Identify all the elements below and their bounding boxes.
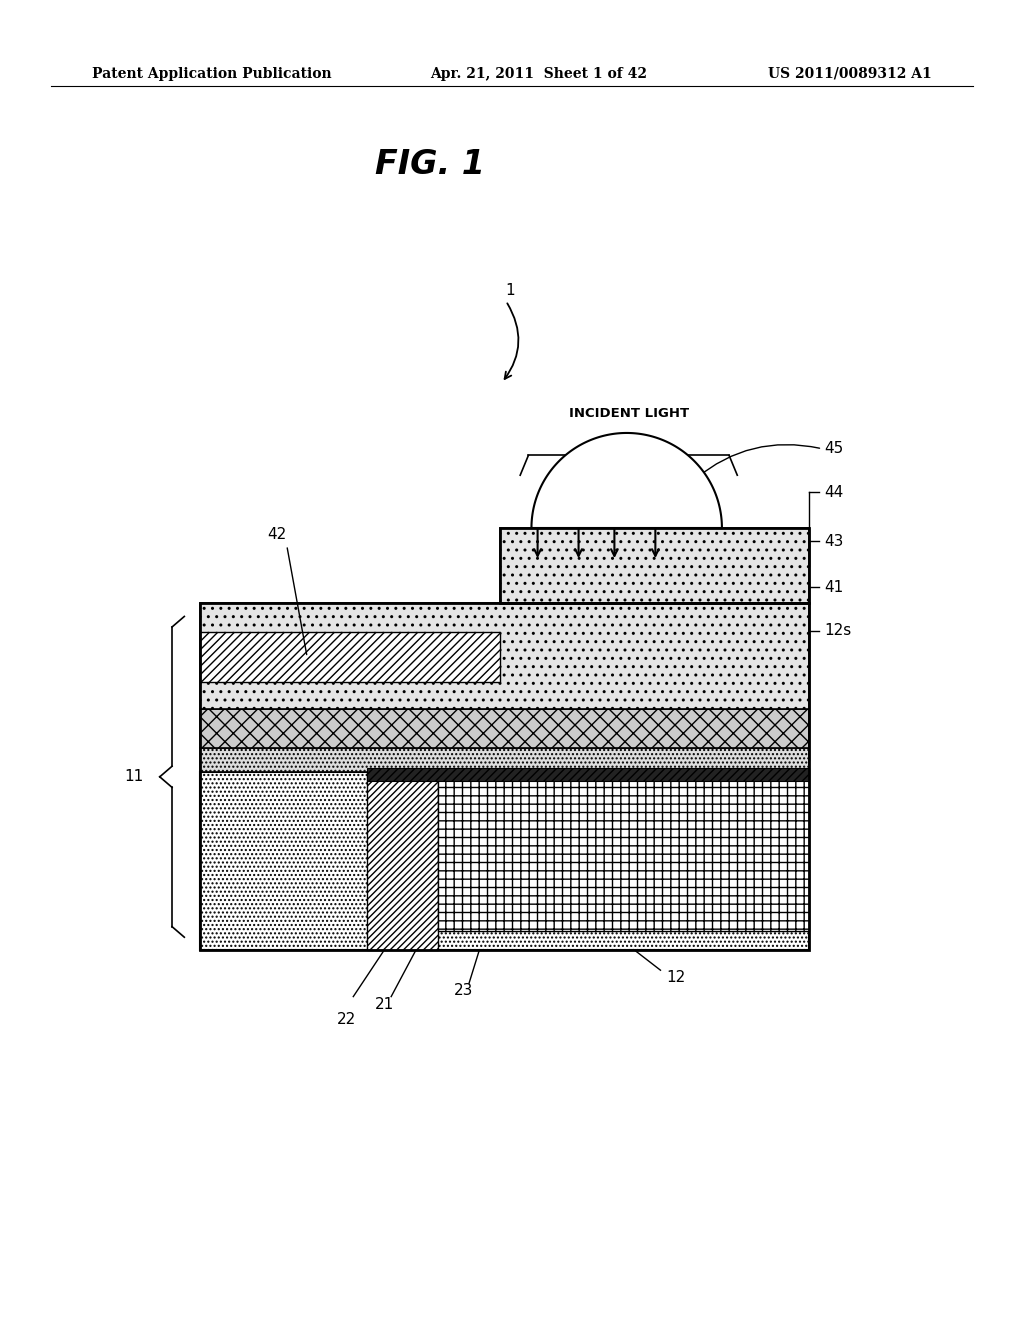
Bar	[200, 748, 809, 772]
Bar	[200, 603, 809, 950]
Bar	[200, 603, 809, 709]
Bar	[200, 632, 500, 682]
Text: 22: 22	[337, 1012, 355, 1027]
Text: 11: 11	[125, 770, 143, 784]
Bar	[438, 768, 809, 931]
Text: US 2011/0089312 A1: US 2011/0089312 A1	[768, 67, 932, 81]
Text: 12s: 12s	[824, 623, 852, 639]
Text: Apr. 21, 2011  Sheet 1 of 42: Apr. 21, 2011 Sheet 1 of 42	[430, 67, 647, 81]
Bar	[500, 528, 809, 603]
Text: 23: 23	[455, 983, 473, 998]
Text: 43: 43	[824, 533, 844, 549]
Text: 42: 42	[267, 527, 286, 543]
Bar	[200, 709, 809, 748]
Text: Patent Application Publication: Patent Application Publication	[92, 67, 332, 81]
Text: 44: 44	[824, 484, 844, 500]
Bar	[200, 772, 809, 950]
Bar	[500, 528, 809, 603]
Text: INCIDENT LIGHT: INCIDENT LIGHT	[568, 407, 689, 420]
Polygon shape	[531, 433, 722, 528]
Text: 1: 1	[505, 282, 515, 298]
Bar	[367, 772, 438, 950]
Text: 45: 45	[824, 441, 844, 457]
Text: 21: 21	[375, 997, 393, 1011]
Bar	[367, 768, 809, 781]
Text: FIG. 1: FIG. 1	[375, 149, 485, 181]
Text: 41: 41	[824, 579, 844, 595]
Text: 12: 12	[667, 970, 685, 985]
